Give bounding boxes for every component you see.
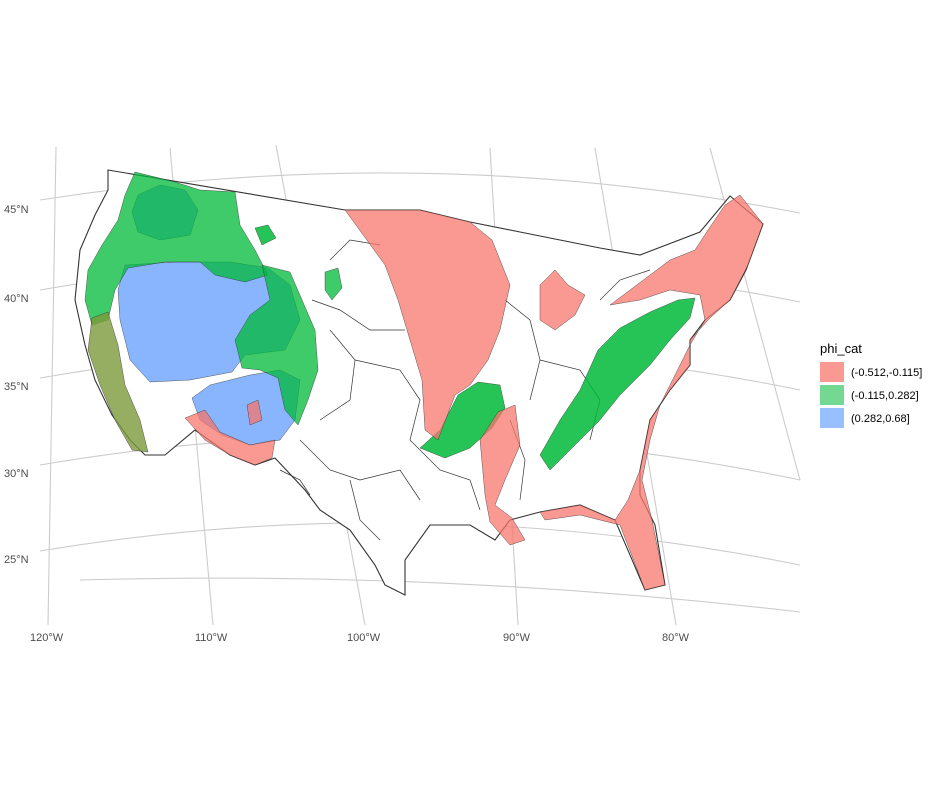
lat-label-35: 35°N (4, 381, 29, 393)
lat-label-25: 25°N (4, 554, 29, 566)
graticule-lon-120 (47, 146, 57, 626)
regions-red (184, 194, 764, 591)
regions-green (84, 171, 696, 471)
boundary-line (319, 329, 356, 421)
legend-title: phi_cat (820, 341, 862, 356)
legend-swatch-red (820, 362, 844, 382)
boundary-line (599, 269, 651, 301)
graticule-lat-20 (79, 577, 801, 613)
longitude-labels: 120°W 110°W 100°W 90°W 80°W (30, 632, 690, 644)
boundary-line (279, 469, 311, 496)
legend-label-blue: (0.282,0.68] (851, 413, 910, 425)
lat-label-30: 30°N (4, 468, 29, 480)
boundary-line (349, 479, 381, 541)
legend: phi_cat (-0.512,-0.115] (-0.115,0.282] (… (820, 341, 922, 428)
legend-label-green: (-0.115,0.282] (851, 390, 919, 402)
region-red-small (246, 399, 263, 426)
region-green-small-east (254, 224, 277, 246)
boundary-line (299, 439, 421, 501)
lon-label-100: 100°W (347, 632, 381, 644)
region-red-gulf-mississippi (479, 404, 526, 546)
lon-label-80: 80°W (662, 632, 690, 644)
graticule-lon-70 (709, 147, 801, 481)
lon-label-120: 120°W (30, 632, 64, 644)
lat-label-45: 45°N (4, 204, 29, 216)
lon-label-110: 110°W (195, 632, 228, 644)
region-green-rockies (234, 264, 319, 426)
legend-swatch-blue (820, 408, 844, 428)
legend-label-red: (-0.512,-0.115] (851, 367, 922, 379)
region-overlap-california (87, 311, 149, 453)
boundary-line (311, 299, 405, 331)
region-green-pacific-northwest (84, 171, 269, 326)
lon-label-90: 90°W (503, 632, 531, 644)
region-red-southwest (184, 409, 276, 466)
region-red-upper-midwest (344, 209, 511, 441)
legend-swatch-green (820, 385, 844, 405)
region-green-small-island (324, 267, 343, 301)
boundary-line (354, 359, 421, 441)
latitude-labels: 45°N 40°N 35°N 30°N 25°N (4, 204, 29, 566)
region-green-appalachians (539, 297, 696, 471)
boundary-line (504, 299, 541, 401)
boundary-line (409, 439, 481, 511)
region-green-ozarks (419, 381, 506, 459)
region-red-southeast-coast (539, 194, 764, 591)
region-red-michigan (539, 269, 586, 331)
lat-label-40: 40°N (4, 293, 29, 305)
